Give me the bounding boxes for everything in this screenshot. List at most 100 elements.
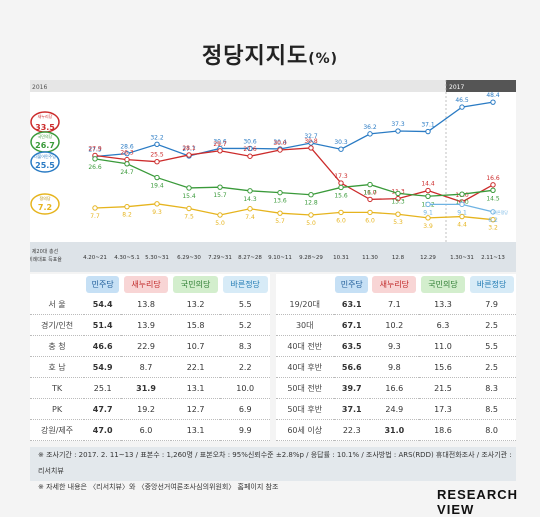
table-header-cell: 민주당 — [334, 274, 371, 294]
data-point — [154, 159, 160, 165]
table-header-cell: 바른정당 — [220, 274, 270, 294]
data-point — [217, 184, 223, 190]
table-cell: 8.5 — [467, 398, 516, 420]
table-row: PK 47.7 19.2 12.7 6.9 — [30, 398, 270, 420]
bareun-label: 바른정당 — [493, 209, 508, 215]
data-point — [92, 156, 98, 162]
table-cell: 47.0 — [84, 419, 122, 441]
data-label: 46.5 — [455, 97, 469, 104]
data-label: 5.0 — [215, 220, 225, 227]
data-label: 15.6 — [334, 192, 348, 199]
table-cell: 39.7 — [333, 377, 370, 399]
table-cell: 24.9 — [370, 398, 419, 420]
table-row: 50대 후반 37.1 24.9 17.3 8.5 — [276, 398, 516, 420]
data-point — [425, 201, 431, 208]
jeongui-badge — [30, 193, 60, 215]
table-cell: 5.5 — [467, 335, 516, 357]
data-point — [247, 206, 253, 212]
x-tick-label: 9.10~11 — [268, 255, 292, 261]
party-header-label: 국민의당 — [173, 275, 218, 293]
data-label: 4.4 — [457, 222, 467, 229]
data-label: 37.3 — [391, 121, 405, 128]
minjoo-badge — [30, 151, 60, 173]
table-cell: 63.5 — [333, 335, 370, 357]
data-point — [217, 148, 223, 154]
x-tick-label: 5.30~31 — [145, 255, 169, 261]
year-label-2016: 2016 — [32, 84, 47, 91]
data-label: 30.6 — [243, 138, 257, 145]
data-point — [247, 145, 253, 152]
x-tick-label: 4.30~5.1 — [114, 255, 140, 261]
data-label: 14.3 — [243, 196, 257, 203]
table-cell: 6.3 — [418, 314, 468, 336]
table-row: 호 남 54.9 8.7 22.1 2.2 — [30, 356, 270, 378]
data-label: 13.6 — [273, 198, 287, 205]
row-label: 60세 이상 — [276, 419, 334, 441]
data-label: 6.2 — [488, 217, 498, 224]
series-line-1 — [94, 147, 494, 203]
series-line-0 — [94, 101, 494, 158]
table-cell: 13.8 — [121, 294, 171, 315]
x-tick-label: 제20대 총선 — [32, 248, 59, 255]
table-header-cell: 새누리당 — [370, 274, 419, 294]
data-label: 27.9 — [88, 145, 102, 152]
table-cell: 54.9 — [84, 356, 122, 378]
year-strip — [30, 80, 516, 92]
survey-note: ※ 조사기간 : 2017. 2. 11~13 / 표본수 : 1,260명 /… — [30, 447, 516, 491]
row-label: 강원/제주 — [30, 419, 85, 441]
data-label: 30.4 — [273, 139, 287, 146]
table-cell: 8.0 — [467, 419, 516, 441]
data-label: 3.9 — [423, 223, 433, 230]
data-point — [186, 152, 192, 158]
data-label: 27.5 — [88, 147, 102, 154]
data-point — [154, 201, 160, 207]
data-point — [459, 104, 465, 110]
data-point — [124, 150, 130, 157]
data-point — [490, 209, 496, 215]
jeongui-label: 정의당 — [39, 195, 50, 201]
table-cell: 11.0 — [418, 335, 468, 357]
survey-note-line2: ※ 자세한 내용은 〈리서치뷰〉와 〈중앙선거여론조사심의위원회〉 홈페이지 참… — [38, 483, 279, 491]
title-unit: (%) — [308, 51, 339, 67]
data-label: 7.5 — [184, 214, 194, 221]
x-tick-label: 2.11~13 — [481, 255, 505, 261]
table-row: TK 25.1 31.9 13.1 10.0 — [30, 377, 270, 399]
table-cell: 12.7 — [170, 398, 221, 420]
data-point — [92, 205, 98, 211]
data-label: 25.5 — [35, 161, 55, 170]
data-label: 28.1 — [182, 145, 196, 152]
table-cell: 6.0 — [121, 419, 171, 441]
table-cell: 25.1 — [84, 377, 122, 399]
row-label: 50대 후반 — [276, 398, 334, 420]
data-point — [124, 161, 130, 167]
table-header-blank — [276, 274, 334, 294]
party-header-label: 민주당 — [85, 275, 120, 293]
table-cell: 22.3 — [333, 419, 370, 441]
x-tick-label: 9.28~29 — [299, 255, 323, 261]
table-cell: 10.2 — [370, 314, 419, 336]
table-row: 경기/인천 51.4 13.9 15.8 5.2 — [30, 314, 270, 336]
table-header-cell: 새누리당 — [121, 274, 171, 294]
table-header-cell: 민주당 — [84, 274, 121, 294]
table-cell: 8.3 — [467, 377, 516, 399]
data-label: 16.7 — [363, 190, 377, 197]
row-label: PK — [30, 398, 85, 420]
data-point — [425, 215, 431, 221]
data-label: 19.4 — [150, 183, 164, 190]
row-label: 50대 전반 — [276, 377, 334, 399]
data-label: 26.7 — [35, 141, 55, 150]
data-point — [338, 180, 344, 186]
table-cell: 13.2 — [170, 294, 221, 315]
data-point — [490, 187, 496, 194]
data-point — [395, 195, 401, 202]
table-cell: 63.1 — [333, 294, 370, 315]
data-point — [459, 191, 465, 197]
data-label: 6.0 — [336, 217, 346, 224]
kukmin-label: 국민의당 — [38, 133, 53, 139]
data-label: 16.6 — [486, 175, 500, 182]
table-cell: 5.5 — [220, 294, 270, 315]
data-point — [124, 203, 130, 210]
data-label: 6.0 — [365, 217, 375, 224]
data-point — [154, 174, 160, 181]
data-point — [186, 205, 192, 212]
